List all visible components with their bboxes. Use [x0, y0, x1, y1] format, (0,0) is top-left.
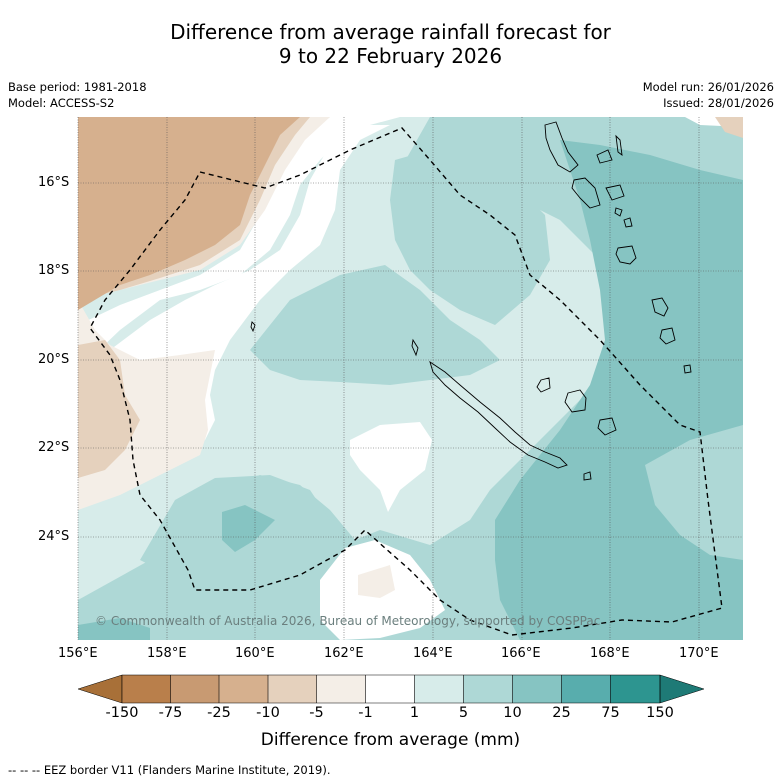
field-5-to-10mm-central [250, 265, 500, 385]
lifou-coast [564, 389, 587, 413]
tanna-coast [659, 327, 676, 345]
colorbar-label-minus5: -5 [309, 705, 324, 721]
rainfall-anomaly-fields [78, 117, 743, 640]
colorbar-label-25: 25 [552, 705, 571, 721]
ouvea-coast [536, 377, 551, 393]
epi-coast [614, 207, 623, 217]
colorbar-title: Difference from average (mm) [260, 730, 521, 750]
colorbar [77, 674, 705, 704]
field-5-to-10mm-southeast [645, 425, 743, 560]
colorbar-bin-7 [414, 675, 464, 703]
field-minus5-to-minus1mm-south [358, 565, 395, 598]
malakula-coast [571, 177, 601, 209]
copyright-notice: © Commonwealth of Australia 2026, Bureau… [95, 614, 601, 628]
colorbar-label-150: 150 [646, 705, 674, 721]
x-tick-158E: 158°E [147, 646, 187, 661]
field-10-to-25mm-southwest [222, 505, 275, 552]
new-caledonia-coast [429, 360, 568, 469]
aneityum-coast [683, 364, 692, 374]
colorbar-bin-1 [122, 675, 171, 703]
field-5-to-10mm-north [390, 150, 550, 325]
colorbar-label-5: 5 [458, 705, 469, 721]
colorbar-low-extend [77, 674, 123, 704]
colorbar-label-minus150: -150 [105, 705, 139, 721]
x-tick-156E: 156°E [58, 646, 98, 661]
colorbar-bin-2 [170, 675, 219, 703]
x-tick-164E: 164°E [413, 646, 453, 661]
colorbar-label-1: 1 [409, 705, 420, 721]
model-label: Model: ACCESS-S2 [8, 96, 115, 110]
espiritu-santo-coast [544, 121, 579, 173]
shepherd-islands-coast [623, 217, 633, 228]
x-tick-168E: 168°E [590, 646, 630, 661]
y-tick-18S: 18°S [38, 263, 70, 278]
y-tick-16S: 16°S [38, 175, 70, 190]
colorbar-label-minus25: -25 [207, 705, 231, 721]
map-title-line-1: Difference from average rainfall forecas… [170, 20, 611, 44]
colorbar-dividers [121, 674, 661, 704]
erromango-coast [651, 297, 669, 317]
map-title-line-2: 9 to 22 February 2026 [278, 44, 503, 68]
colorbar-label-75: 75 [601, 705, 620, 721]
x-tick-162E: 162°E [324, 646, 364, 661]
colorbar-bin-9 [512, 675, 562, 703]
colorbar-bin-5 [316, 675, 366, 703]
colorbar-label-10: 10 [503, 705, 522, 721]
issued-label: Issued: 28/01/2026 [663, 96, 774, 110]
colorbar-bin-4 [268, 675, 317, 703]
coastlines [250, 121, 692, 481]
y-tick-20S: 20°S [38, 352, 70, 367]
colorbar-label-minus75: -75 [158, 705, 183, 721]
x-tick-160E: 160°E [235, 646, 275, 661]
colorbar-bin-6 [365, 675, 415, 703]
x-tick-166E: 166°E [501, 646, 541, 661]
efate-coast [615, 245, 637, 265]
colorbar-label-minus10: -10 [256, 705, 280, 721]
eez-border [89, 127, 723, 636]
y-tick-22S: 22°S [38, 440, 70, 455]
gridlines [77, 117, 743, 640]
ambrym-coast [605, 184, 625, 201]
belep-islands-coast [411, 338, 419, 357]
colorbar-bin-8 [463, 675, 513, 703]
model-run-label: Model run: 26/01/2026 [642, 80, 774, 94]
field-minus10-to-minus5mm-northeast [715, 117, 743, 138]
small-reef-coast [250, 321, 256, 333]
maewo-coast [615, 134, 623, 157]
field-minus1-to-1mm-center [350, 422, 432, 512]
colorbar-bin-3 [219, 675, 268, 703]
colorbar-bin-10 [561, 675, 611, 703]
colorbar-label-minus1: -1 [358, 705, 373, 721]
eez-footnote: -- -- -- EEZ border V11 (Flanders Marine… [8, 763, 331, 777]
isle-of-pines-coast [583, 471, 592, 481]
x-tick-170E: 170°E [679, 646, 719, 661]
colorbar-bin-11 [610, 675, 660, 703]
field-minus1-to-1mm-west [78, 117, 400, 410]
y-tick-24S: 24°S [38, 529, 70, 544]
mare-coast [597, 417, 617, 436]
ambae-coast [596, 149, 613, 164]
field-minus25-to-minus10mm-northwest [78, 117, 300, 310]
colorbar-high-extend [659, 674, 705, 704]
base-period-label: Base period: 1981-2018 [8, 80, 147, 94]
field-minus10-to-minus5mm-west [78, 340, 140, 478]
field-10-to-25mm-bottom-left [78, 618, 150, 640]
